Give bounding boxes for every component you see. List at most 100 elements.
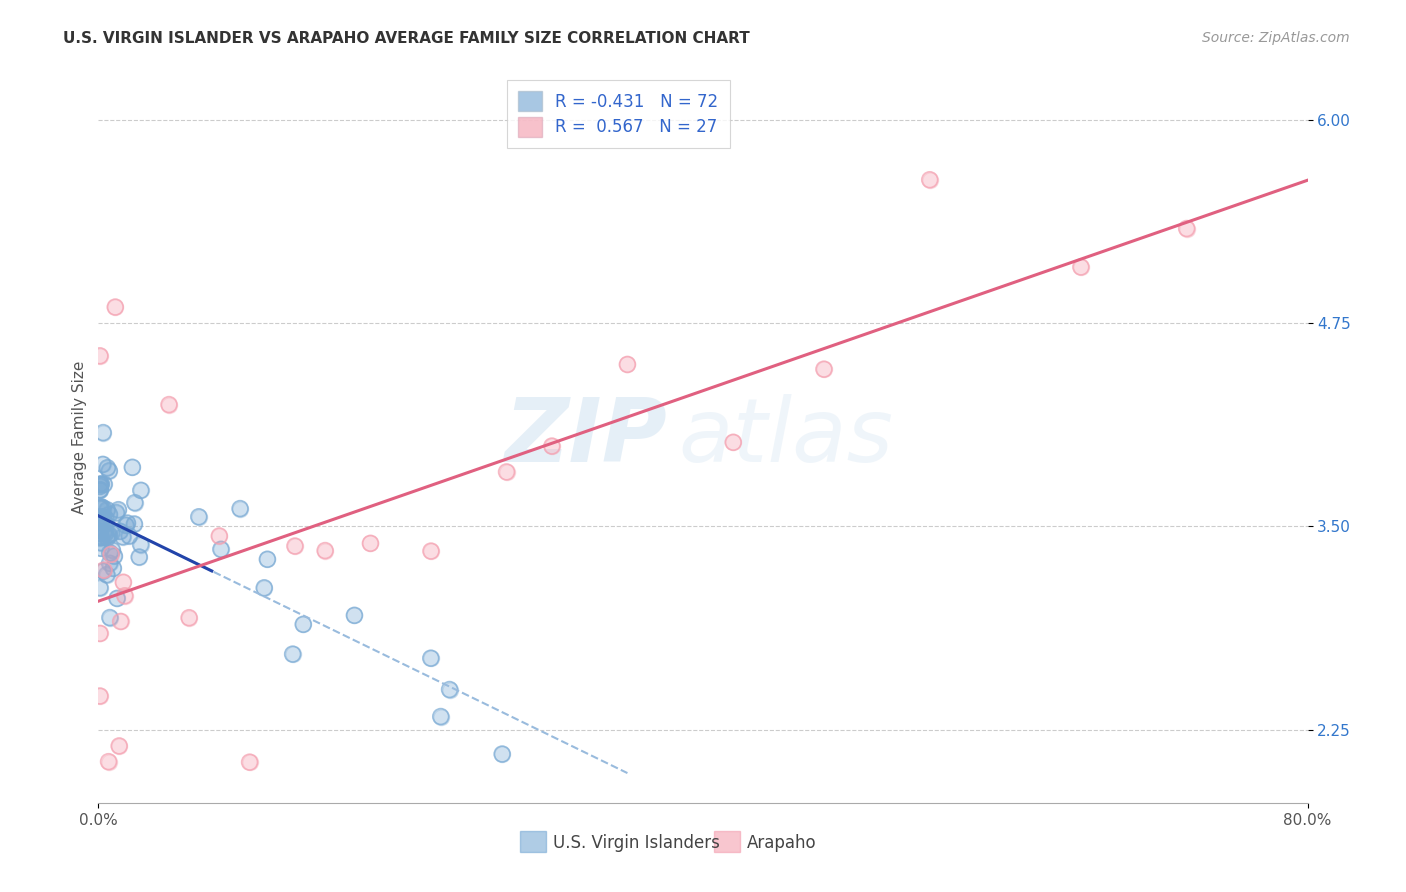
Point	[209, 542, 232, 557]
Point	[91, 458, 114, 472]
Text: Arapaho: Arapaho	[747, 834, 817, 852]
Point	[89, 501, 111, 516]
Point	[93, 477, 115, 491]
Point	[89, 531, 111, 545]
Point	[89, 483, 111, 497]
Point	[94, 516, 117, 530]
Y-axis label: Average Family Size: Average Family Size	[72, 360, 87, 514]
Point	[98, 508, 121, 522]
Point	[117, 516, 139, 530]
Point	[89, 500, 111, 515]
Point	[98, 464, 121, 478]
Point	[90, 514, 112, 528]
Point	[90, 530, 112, 544]
Point	[419, 651, 441, 665]
Point	[100, 547, 122, 561]
Point	[89, 581, 111, 595]
Point	[112, 575, 135, 590]
Point	[90, 500, 112, 514]
Point	[616, 358, 638, 372]
Point	[90, 514, 112, 528]
Point	[124, 516, 146, 531]
Point	[114, 589, 136, 603]
Point	[103, 561, 125, 575]
Point	[93, 524, 115, 539]
Text: U.S. Virgin Islanders: U.S. Virgin Islanders	[553, 834, 720, 852]
Point	[157, 398, 180, 412]
Point	[108, 524, 131, 539]
Point	[93, 477, 115, 491]
Point	[90, 541, 112, 556]
Point	[314, 543, 336, 558]
Point	[343, 608, 366, 623]
Point	[98, 556, 121, 570]
Point	[124, 496, 146, 510]
Point	[253, 581, 276, 595]
Point	[98, 464, 121, 478]
Point	[89, 477, 111, 491]
Point	[121, 460, 143, 475]
Point	[429, 709, 451, 723]
Point	[292, 617, 315, 632]
Point	[89, 581, 111, 595]
Point	[96, 503, 118, 517]
Point	[91, 510, 114, 524]
Point	[429, 709, 451, 723]
Point	[157, 398, 180, 412]
Point	[103, 549, 125, 563]
Point	[1175, 221, 1198, 235]
Point	[93, 524, 115, 539]
Point	[129, 483, 152, 498]
Point	[540, 439, 562, 453]
Point	[98, 556, 121, 570]
Point	[111, 530, 134, 544]
Point	[91, 425, 114, 440]
Point	[208, 529, 231, 543]
Point	[112, 575, 135, 590]
Point	[89, 529, 111, 543]
Point	[495, 465, 517, 479]
Point	[89, 349, 111, 363]
Point	[187, 509, 209, 524]
Point	[129, 537, 152, 551]
Point	[98, 546, 121, 560]
Point	[229, 501, 252, 516]
Point	[96, 503, 118, 517]
Point	[91, 500, 114, 515]
Point	[239, 755, 262, 769]
Point	[91, 458, 114, 472]
Point	[491, 747, 513, 761]
Point	[97, 755, 120, 769]
Point	[284, 539, 307, 553]
Point	[89, 479, 111, 493]
Point	[93, 563, 115, 577]
Point	[90, 535, 112, 549]
Point	[91, 564, 114, 578]
Point	[114, 518, 136, 533]
Point	[128, 549, 150, 564]
Point	[91, 513, 114, 527]
Point	[419, 651, 441, 665]
Point	[91, 510, 114, 524]
Point	[108, 739, 131, 753]
Point	[616, 358, 638, 372]
Point	[96, 460, 118, 475]
Point	[98, 508, 121, 522]
Point	[420, 544, 443, 558]
Point	[89, 479, 111, 493]
Point	[256, 552, 278, 566]
Point	[292, 617, 315, 632]
Point	[90, 541, 112, 556]
Point	[90, 476, 112, 491]
Point	[98, 527, 121, 541]
Point	[100, 526, 122, 541]
Point	[360, 536, 382, 550]
Point	[89, 510, 111, 524]
Point	[813, 362, 835, 376]
Point	[281, 647, 304, 661]
Point	[94, 511, 117, 525]
Point	[94, 511, 117, 525]
Point	[179, 610, 201, 624]
Point	[107, 502, 129, 516]
Point	[495, 465, 517, 479]
